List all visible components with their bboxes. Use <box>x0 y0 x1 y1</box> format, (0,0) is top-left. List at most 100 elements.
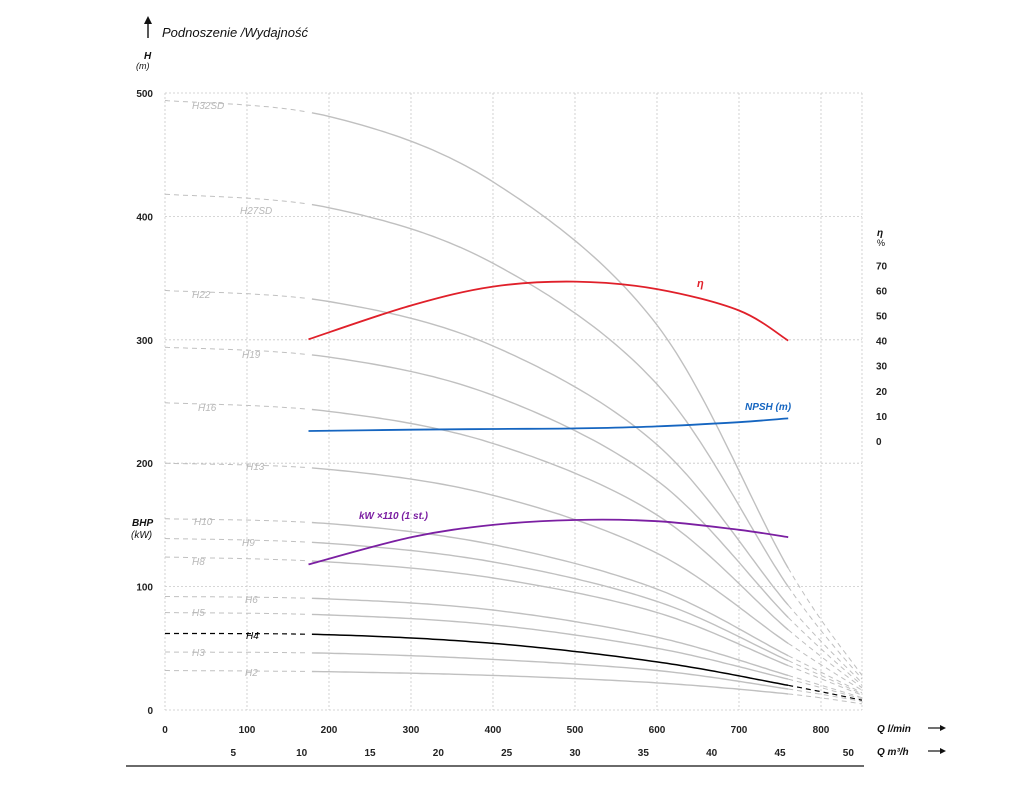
x2-tick-label: 15 <box>364 748 376 759</box>
title-arrow <box>144 16 152 38</box>
x-tick-label: 200 <box>321 725 338 736</box>
npsh-curve <box>308 417 789 432</box>
x-tick-label: 700 <box>731 725 748 736</box>
x-tick-label: 400 <box>485 725 502 736</box>
pump-curve-dashed-start <box>164 193 306 205</box>
pump-curve-h8: H8 <box>164 556 863 696</box>
pump-curve-dashed-start <box>164 518 306 523</box>
x-tick-label: 100 <box>239 725 256 736</box>
eta-axis-unit: % <box>877 238 885 248</box>
eta-tick-label: 60 <box>876 286 888 297</box>
x-tick-label: 600 <box>649 725 666 736</box>
pump-curve-h2: H2 <box>165 668 863 705</box>
pump-curve-dashed-end <box>788 688 863 702</box>
pump-curve-label: H8 <box>192 557 205 568</box>
y-tick-label: 400 <box>136 212 153 223</box>
pump-curve-label: H2 <box>245 668 258 679</box>
pump-curve-solid <box>311 670 789 695</box>
pump-curve-label: H3 <box>192 648 205 659</box>
pump-curves: H2 H3 H4 H5 H6 H8 H9 H10 H13 H16 H19 H22 H27SD H32SD <box>164 99 863 705</box>
pump-curve-dashed-end <box>788 678 863 700</box>
pump-curve-h32sd: H32SD <box>164 99 863 676</box>
pump-curve-label: H4 <box>246 631 259 642</box>
y-tick-label: 500 <box>136 89 153 100</box>
power-label: kW ×110 (1 st.) <box>359 511 429 522</box>
efficiency-label: η <box>697 278 704 290</box>
eta-tick-label: 0 <box>876 437 882 448</box>
x2-tick-label: 35 <box>638 748 650 759</box>
pump-curve-dashed-end <box>787 660 863 695</box>
pump-curve-dashed-start <box>164 99 306 113</box>
pump-curve-label: H5 <box>192 608 205 619</box>
pump-curve-solid <box>311 652 789 690</box>
pump-curve-dashed-end <box>787 604 863 684</box>
y-axis-label: H <box>144 51 152 62</box>
x2-tick-label: 45 <box>774 748 786 759</box>
pump-curve-dashed-end <box>787 586 863 680</box>
x2-tick-label: 40 <box>706 748 718 759</box>
x2-tick-label: 10 <box>296 748 308 759</box>
eta-tick-label: 50 <box>876 312 888 323</box>
x-arrow-m3h <box>928 748 946 754</box>
x2-tick-label: 30 <box>569 748 581 759</box>
pump-curve-label: H22 <box>192 290 211 301</box>
pump-curve-h5: H5 <box>164 608 863 700</box>
eta-tick-label: 10 <box>876 412 888 423</box>
pump-curve-solid <box>311 597 789 677</box>
pump-curve-label: H9 <box>242 538 255 549</box>
pump-curve-solid <box>311 521 789 657</box>
pump-curve-h16: H16 <box>164 402 863 689</box>
pump-curve-dashed-end <box>787 642 863 691</box>
pump-curve-label: H10 <box>194 517 213 528</box>
pump-curve-dashed-end <box>787 629 863 689</box>
pump-curve-dashed-end <box>788 665 863 696</box>
pump-curve-dashed-start <box>164 289 306 299</box>
pump-curve-solid <box>311 467 789 644</box>
pump-curve-h9: H9 <box>164 538 863 695</box>
bhp-label: BHP <box>132 518 153 529</box>
pump-curve-dashed-start <box>164 402 306 410</box>
pump-curve-h3: H3 <box>165 648 863 702</box>
pump-curve-solid <box>311 633 789 687</box>
pump-curve-h4: H4 <box>165 631 863 701</box>
eta-tick-label: 70 <box>876 261 888 272</box>
x-arrow-lpm <box>928 725 946 731</box>
pump-curve-dashed-start <box>164 612 306 615</box>
power-curve <box>308 518 789 566</box>
y-tick-label: 100 <box>136 583 153 594</box>
x-tick-label: 300 <box>403 725 420 736</box>
pump-curve-dashed-start <box>165 596 306 599</box>
overlay-curves <box>308 280 789 566</box>
pump-curve-h6: H6 <box>165 595 863 699</box>
pump-curve-label: H32SD <box>192 101 224 112</box>
grid <box>164 92 863 711</box>
npsh-label: NPSH (m) <box>745 402 792 413</box>
x-tick-label: 800 <box>813 725 830 736</box>
x-axis-label-lpm: Q l/min <box>877 724 911 735</box>
pump-curve-dashed-start <box>165 651 306 654</box>
pump-curve-h27sd: H27SD <box>164 193 863 680</box>
eta-tick-label: 40 <box>876 337 888 348</box>
pump-curve-label: H6 <box>245 595 258 606</box>
pump-curve-h13: H13 <box>164 462 863 691</box>
pump-curve-dashed-end <box>787 567 863 676</box>
x2-tick-label: 20 <box>433 748 445 759</box>
pump-curve-solid <box>311 408 789 631</box>
pump-curve-dashed-end <box>788 674 863 699</box>
pump-curve-h22: H22 <box>164 289 863 684</box>
pump-curve-dashed-end <box>788 684 863 701</box>
pump-curve-dashed-start <box>165 632 306 635</box>
x-tick-label: 500 <box>567 725 584 736</box>
x2-tick-label: 50 <box>843 748 855 759</box>
eta-tick-label: 30 <box>876 362 888 373</box>
pump-curve-solid <box>311 298 789 606</box>
eta-axis-label: η <box>877 228 883 239</box>
pump-curve-solid <box>311 613 789 680</box>
pump-curve-dashed-start <box>164 346 306 355</box>
pump-curve-label: H27SD <box>240 206 272 217</box>
y-tick-label: 0 <box>147 706 153 717</box>
pump-curve-label: H13 <box>246 462 265 473</box>
eta-tick-label: 20 <box>876 387 888 398</box>
